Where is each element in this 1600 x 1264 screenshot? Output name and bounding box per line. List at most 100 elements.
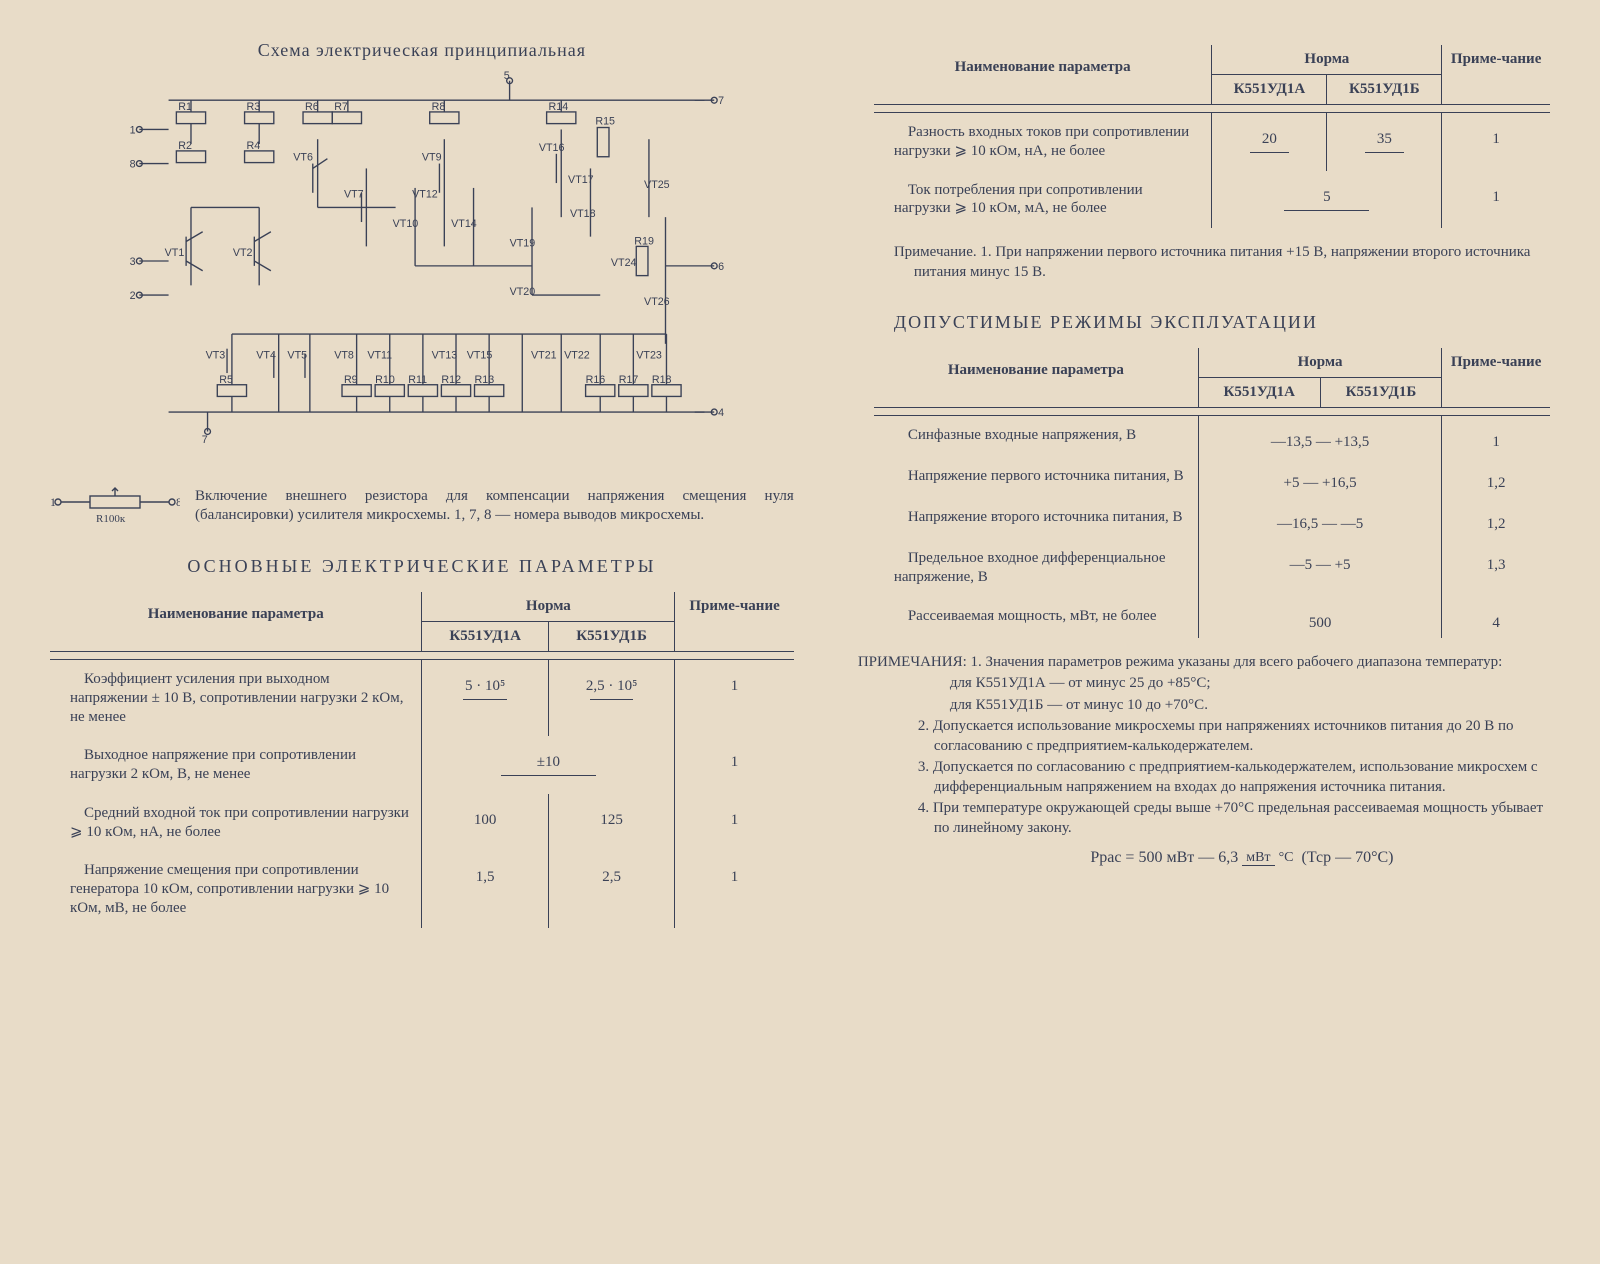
row-param: Ток потребления при сопротивлении нагруз… (874, 171, 1212, 229)
th-col-b: К551УД1Б (1320, 378, 1442, 408)
row-param: Напряжение первого источника питания, В (874, 457, 1199, 498)
row-param: Разность входных токов при сопротивлении… (874, 113, 1212, 171)
svg-text:VT8: VT8 (334, 349, 354, 361)
svg-text:7: 7 (202, 434, 208, 446)
row-val-span: —5 — +5 (1198, 539, 1441, 597)
svg-text:VT10: VT10 (393, 218, 419, 230)
svg-text:VT7: VT7 (344, 189, 364, 201)
notes-block: ПРИМЕЧАНИЯ: 1. Значения параметров режим… (874, 653, 1550, 869)
svg-text:VT11: VT11 (367, 349, 392, 361)
svg-text:1: 1 (130, 124, 136, 136)
svg-text:R16: R16 (586, 374, 606, 386)
svg-text:VT18: VT18 (570, 208, 596, 220)
notes-item: для К551УД1Б — от минус 10 до +70°С. (934, 696, 1550, 716)
svg-text:R15: R15 (595, 116, 615, 128)
svg-text:R18: R18 (652, 374, 672, 386)
notes-item: 4. При температуре окружающей среды выше… (934, 799, 1550, 838)
row-val-b: 35 (1327, 113, 1442, 171)
row-val-span: 500 (1198, 597, 1441, 638)
table3-title: ДОПУСТИМЫЕ РЕЖИМЫ ЭКСПЛУАТАЦИИ (874, 312, 1550, 333)
svg-text:2: 2 (130, 290, 136, 302)
row-param: Напряжение смещения при сопротивлении ге… (50, 851, 422, 927)
row-val-span: —16,5 — —5 (1198, 498, 1441, 539)
svg-text:VT6: VT6 (293, 152, 313, 164)
svg-text:VT16: VT16 (539, 142, 565, 154)
svg-text:VT19: VT19 (510, 237, 536, 249)
svg-text:VT12: VT12 (412, 189, 438, 201)
row-val-a: 100 (422, 794, 548, 852)
formula: Ррас = 500 мВт — 6,3 мВт°С (Тср — 70°С) (934, 848, 1550, 869)
th-param: Наименование параметра (50, 592, 422, 652)
svg-text:VT13: VT13 (432, 349, 458, 361)
th-param: Наименование параметра (874, 348, 1199, 408)
svg-text:R5: R5 (219, 374, 233, 386)
svg-text:R1: R1 (178, 101, 192, 113)
svg-text:VT26: VT26 (644, 296, 670, 308)
row-val-a: 1,5 (422, 851, 548, 927)
row-param: Рассеиваемая мощность, мВт, не более (874, 597, 1199, 638)
table3: Наименование параметра Норма Приме-чание… (874, 348, 1550, 638)
row-val-a: 5 · 10⁵ (422, 660, 548, 737)
th-norma: Норма (1212, 45, 1442, 75)
svg-text:R3: R3 (247, 101, 261, 113)
row-val-a: 20 (1212, 113, 1327, 171)
row-note: 1 (1442, 416, 1550, 458)
svg-text:3: 3 (130, 256, 136, 268)
th-note: Приме-чание (1442, 348, 1550, 408)
row-val-b: 2,5 (548, 851, 674, 927)
svg-text:8: 8 (130, 158, 136, 170)
row-val-span: ±10 (422, 736, 675, 794)
row-param: Средний входной ток при сопротивлении на… (50, 794, 422, 852)
svg-text:R8: R8 (432, 101, 446, 113)
svg-text:R7: R7 (334, 101, 348, 113)
right-column: Наименование параметра Норма Приме-чание… (874, 40, 1550, 1224)
table2: Наименование параметра Норма Приме-чание… (874, 45, 1550, 228)
svg-text:R10: R10 (375, 374, 395, 386)
th-col-a: К551УД1А (422, 622, 548, 652)
svg-text:VT1: VT1 (165, 247, 185, 259)
svg-text:R14: R14 (549, 101, 569, 113)
row-note: 1,3 (1442, 539, 1550, 597)
th-norma: Норма (1198, 348, 1441, 378)
svg-text:R100к: R100к (96, 513, 126, 525)
row-note: 1 (675, 660, 794, 737)
svg-text:VT21: VT21 (531, 349, 557, 361)
svg-text:VT5: VT5 (287, 349, 307, 361)
row-val-span: —13,5 — +13,5 (1198, 416, 1441, 458)
table1-title: ОСНОВНЫЕ ЭЛЕКТРИЧЕСКИЕ ПАРАМЕТРЫ (50, 556, 794, 577)
svg-text:R9: R9 (344, 374, 358, 386)
svg-text:VT9: VT9 (422, 152, 442, 164)
schematic-title: Схема электрическая принципиальная (50, 40, 794, 61)
table2-bottom-note: Примечание. 1. При напряжении первого ис… (874, 243, 1550, 282)
row-note: 4 (1442, 597, 1550, 638)
svg-text:VT15: VT15 (467, 349, 493, 361)
row-val-b: 125 (548, 794, 674, 852)
row-param: Напряжение второго источника питания, В (874, 498, 1199, 539)
svg-text:VT14: VT14 (451, 218, 477, 230)
th-col-a: К551УД1А (1212, 75, 1327, 105)
svg-text:R19: R19 (634, 235, 654, 247)
svg-text:VT25: VT25 (644, 179, 670, 191)
th-note: Приме-чание (675, 592, 794, 652)
svg-text:R17: R17 (619, 374, 639, 386)
row-note: 1,2 (1442, 457, 1550, 498)
svg-text:R6: R6 (305, 101, 319, 113)
svg-text:VT23: VT23 (636, 349, 662, 361)
svg-text:R12: R12 (441, 374, 461, 386)
svg-text:R11: R11 (408, 374, 427, 386)
svg-text:VT24: VT24 (611, 257, 637, 269)
svg-text:8: 8 (176, 495, 180, 509)
row-param: Коэффициент усиления при выходном напряж… (50, 660, 422, 737)
resistor-note: 1 8 R100к Включение внешнего резистора д… (50, 486, 794, 526)
row-val-b: 2,5 · 10⁵ (548, 660, 674, 737)
svg-text:R13: R13 (475, 374, 495, 386)
th-norma: Норма (422, 592, 675, 622)
row-param: Синфазные входные напряжения, В (874, 416, 1199, 458)
svg-text:VT17: VT17 (568, 174, 594, 186)
svg-text:VT4: VT4 (256, 349, 276, 361)
svg-text:7: 7 (718, 95, 724, 107)
svg-text:6: 6 (718, 261, 724, 273)
schematic-diagram: 18 32 57 64 7 R1R2 R3R4 R6R7 R8R14 R15R1… (50, 71, 794, 451)
left-column: Схема электрическая принципиальная (50, 40, 794, 1224)
row-note: 1 (675, 851, 794, 927)
